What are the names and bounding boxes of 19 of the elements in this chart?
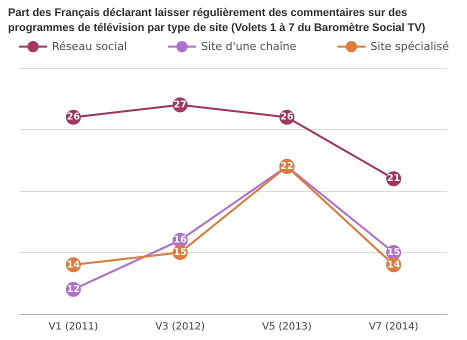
data-label: 26: [280, 112, 294, 123]
data-label: 15: [174, 247, 187, 258]
legend-label: Réseau social: [52, 40, 128, 54]
data-label: 22: [280, 160, 294, 172]
data-label: 12: [66, 284, 80, 295]
data-label: 16: [174, 234, 188, 246]
x-tick-label: V5 (2013): [262, 322, 312, 332]
data-label: 27: [174, 99, 187, 110]
data-label: 26: [66, 112, 80, 123]
data-label: 14: [387, 259, 401, 270]
x-tick-label: V7 (2014): [368, 322, 419, 332]
data-label: 15: [387, 247, 400, 258]
legend-label: Site d'une chaîne: [201, 40, 297, 54]
legend-label: Site spécialisé: [370, 40, 450, 54]
x-tick-label: V3 (2012): [155, 322, 206, 332]
chart-title: Part des Français déclarant laisser régulièrement des commentaires sur des programmes de télévision par type de site (Volets 1 à 7 du Baromètre Social TV): [7, 6, 426, 36]
data-label: 21: [387, 173, 400, 184]
x-tick-label: V1 (2011): [48, 322, 98, 332]
data-label: 14: [66, 259, 80, 270]
